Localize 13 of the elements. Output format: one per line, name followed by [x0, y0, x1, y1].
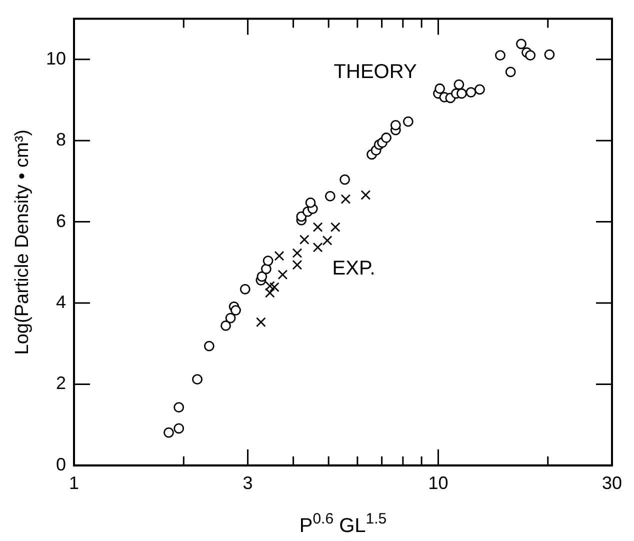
y-tick-label: 8	[56, 130, 66, 150]
y-tick-label: 6	[56, 210, 66, 231]
series-label: EXP.	[332, 257, 376, 280]
y-tick-label: 2	[56, 373, 66, 394]
series-label: THEORY	[334, 60, 417, 83]
y-tick-label: 4	[56, 292, 66, 312]
y-axis-title: Log(Particle Density • cm³)	[12, 129, 33, 355]
y-tick-label: 10	[46, 48, 66, 68]
x-tick-label: 10	[428, 473, 448, 494]
x-tick-label: 1	[69, 473, 80, 494]
y-tick-label: 0	[56, 454, 66, 474]
x-tick-label: 30	[602, 473, 622, 494]
x-tick-label: 3	[242, 473, 253, 494]
